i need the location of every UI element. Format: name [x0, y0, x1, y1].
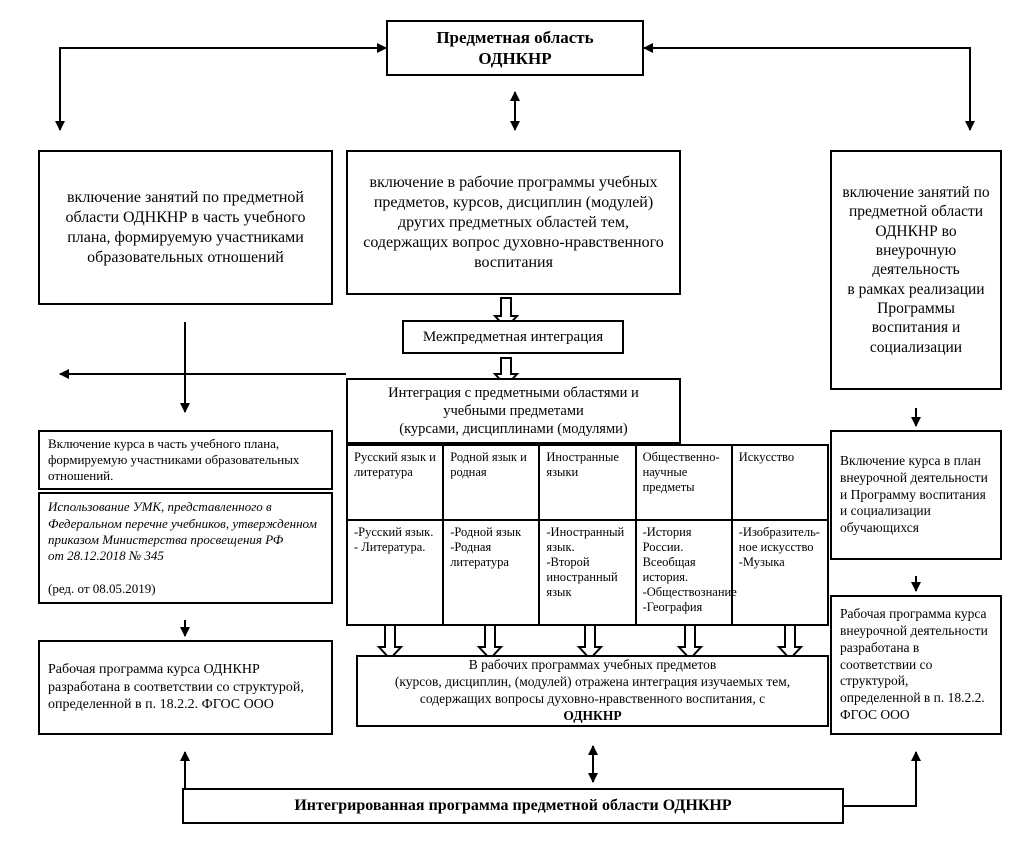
subject-head-4: Искусство [732, 445, 828, 520]
node-midInter: Межпредметная интеграция [402, 320, 624, 354]
diagram-stage: Предметная область ОДНКНР включение занят… [0, 0, 1024, 850]
node-mid1: включение в рабочие программы учебных пр… [346, 150, 681, 295]
node-bottom: Интегрированная программа предметной обл… [182, 788, 844, 824]
node-leftCourse: Включение курса в часть учебного плана, … [38, 430, 333, 490]
node-rightProg: Рабочая программа курса внеурочной деяте… [830, 595, 1002, 735]
node-leftProg: Рабочая программа курса ОДНКНР разработа… [38, 640, 333, 735]
node-midRefl: В рабочих программах учебных предметов(к… [356, 655, 829, 727]
subject-items-2: -Иностранный язык.-Второй иностранный яз… [539, 520, 635, 625]
node-rightCourse: Включение курса в план внеурочной деятел… [830, 430, 1002, 560]
node-right1: включение занятий по предметной области … [830, 150, 1002, 390]
subject-head-1: Родной язык и родная [443, 445, 539, 520]
subject-head-2: Иностранные языки [539, 445, 635, 520]
subject-items-3: -История России. Всеобщая история.-Общес… [636, 520, 732, 625]
subject-items-4: -Изобразитель-ное искусство-Музыка [732, 520, 828, 625]
subjects-table: Русский язык и литератураРодной язык и р… [346, 444, 829, 626]
subject-head-0: Русский язык и литература [347, 445, 443, 520]
node-midInteg: Интеграция с предметными областями и уче… [346, 378, 681, 444]
subject-head-3: Общественно-научные предметы [636, 445, 732, 520]
node-title: Предметная область ОДНКНР [386, 20, 644, 76]
node-left1: включение занятий по предметной области … [38, 150, 333, 305]
subject-items-1: -Родной язык-Родная литература [443, 520, 539, 625]
arrow-0 [60, 48, 386, 130]
subject-items-0: -Русский язык.- Литература. [347, 520, 443, 625]
node-leftUMK: Использование УМК, представленного в Фед… [38, 492, 333, 604]
arrow-1 [644, 48, 970, 130]
